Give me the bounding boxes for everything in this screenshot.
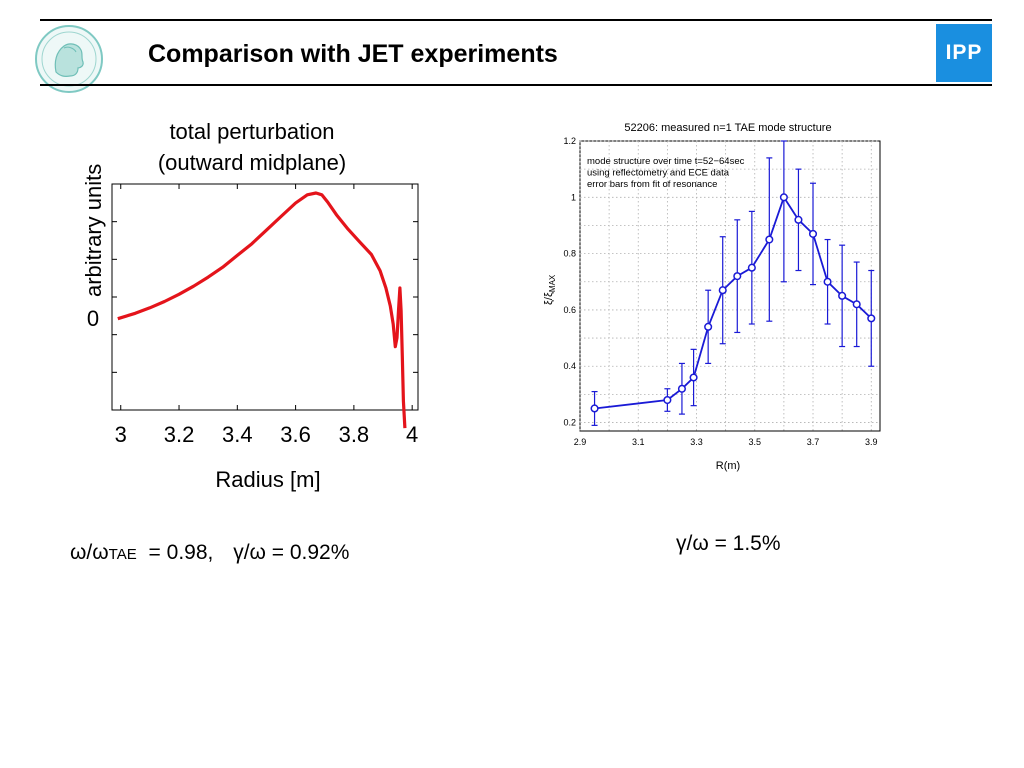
chart-right-data-point: [853, 301, 860, 308]
chart-right-x-tick-label: 3.5: [748, 437, 761, 447]
chart-right-x-tick-label: 3.3: [690, 437, 703, 447]
chart-left-y-axis-label: arbitrary units: [81, 164, 106, 297]
chart-left-x-tick-label: 3.6: [280, 422, 311, 447]
right-growth-rate: γ/ω = 1.5%: [676, 532, 781, 556]
chart-right-annotation-line: error bars from fit of resonance: [587, 179, 717, 190]
chart-right-data-point: [705, 324, 712, 331]
chart-right-y-tick-label: 0.2: [563, 418, 576, 428]
chart-right-x-tick-label: 3.9: [865, 437, 878, 447]
measured-tae-mode-structure-chart: 52206: measured n=1 TAE mode structure 2…: [535, 115, 905, 475]
chart-left-x-tick-label: 3.8: [339, 422, 370, 447]
chart-right-annotation-line: mode structure over time t=52−64sec: [587, 156, 745, 167]
chart-right-data-point: [781, 194, 788, 201]
chart-left-plot-frame: [112, 184, 418, 410]
omega-ratio-subscript: TAE: [109, 546, 137, 563]
chart-right-annotation-line: using reflectometry and ECE data: [587, 168, 730, 179]
chart-right-y-axis-label: ξ/ξMAX: [543, 274, 557, 305]
chart-right-x-tick-label: 3.1: [632, 437, 645, 447]
chart-right-title: 52206: measured n=1 TAE mode structure: [624, 122, 831, 134]
chart-right-data-point: [766, 236, 773, 243]
chart-left-x-tick-label: 3.4: [222, 422, 253, 447]
chart-right-data-point: [690, 374, 697, 381]
chart-right-data-point: [591, 405, 598, 412]
chart-right-data-point: [734, 273, 741, 280]
chart-left-tick-marks: [112, 184, 418, 410]
chart-right-x-axis-label: R(m): [716, 460, 740, 472]
left-growth-rate: γ/ω = 0.92%: [233, 541, 349, 564]
header-top-rule: [40, 19, 992, 21]
chart-right-data-point: [719, 287, 726, 294]
chart-right-y-tick-label: 1: [571, 192, 576, 202]
chart-left-series-line: [118, 193, 405, 428]
chart-right-y-tick-label: 0.6: [563, 305, 576, 315]
chart-right-data-point: [664, 397, 671, 404]
chart-left-subtitle: (outward midplane): [158, 150, 346, 175]
chart-right-data-point: [810, 231, 817, 238]
chart-right-data-point: [868, 315, 875, 322]
ipp-logo: IPP: [936, 24, 992, 82]
left-frequency-formula: ω/ωTAE = 0.98, γ/ω = 0.92%: [70, 541, 349, 565]
chart-left-x-tick-label: 4: [406, 422, 418, 447]
slide-title: Comparison with JET experiments: [148, 40, 558, 69]
chart-right-x-tick-label: 3.7: [807, 437, 820, 447]
chart-right-data-point: [824, 278, 831, 285]
omega-ratio-value: = 0.98,: [149, 541, 214, 564]
svg-text:ξ/ξMAX: ξ/ξMAX: [543, 274, 557, 305]
omega-ratio-prefix: ω/ω: [70, 541, 109, 564]
chart-left-x-tick-label: 3.2: [164, 422, 195, 447]
chart-left-x-tick-labels: 3 3.2 3.4 3.6 3.8 4: [115, 422, 419, 447]
chart-right-y-tick-label: 0.8: [563, 249, 576, 259]
chart-left-x-tick-label: 3: [115, 422, 127, 447]
chart-left-title: total perturbation: [169, 119, 334, 144]
chart-left-x-axis-label: Radius [m]: [215, 467, 320, 492]
chart-right-x-tick-label: 2.9: [574, 437, 587, 447]
ipp-logo-text: IPP: [936, 24, 992, 82]
chart-left-y-tick-label-0: 0: [87, 306, 99, 331]
chart-right-data-point: [749, 264, 756, 271]
chart-right-y-tick-label: 1.2: [563, 136, 576, 146]
chart-right-y-tick-label: 0.4: [563, 361, 576, 371]
chart-right-data-point: [795, 217, 802, 224]
chart-right-data-point: [839, 293, 846, 300]
chart-right-data-point: [679, 385, 686, 392]
header-bottom-rule: [40, 84, 992, 86]
